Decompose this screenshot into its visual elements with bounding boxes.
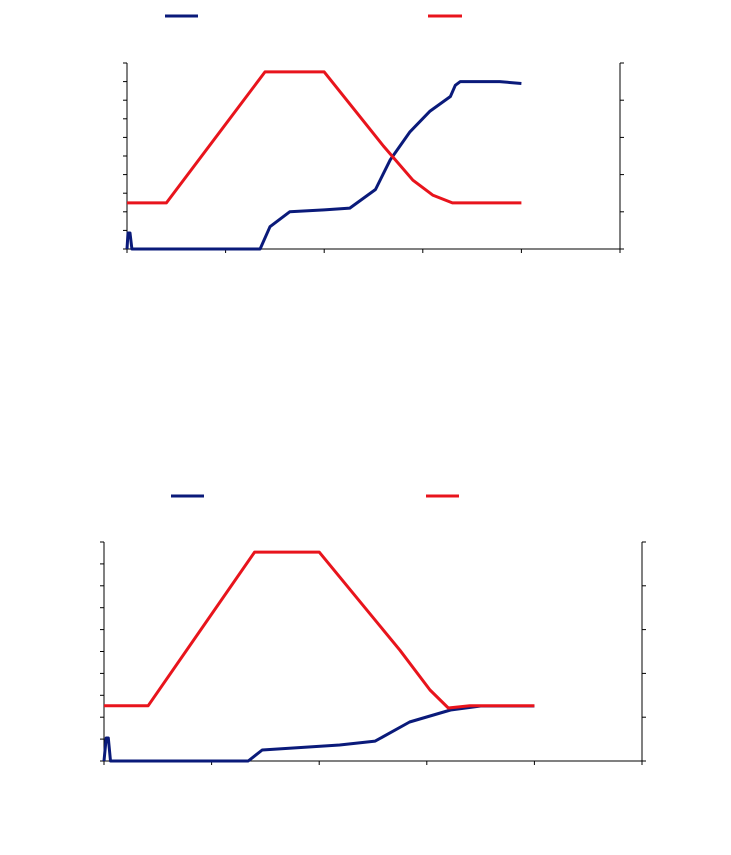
- series-line: [102, 704, 535, 763]
- series-line: [125, 80, 522, 251]
- series-line: [104, 550, 535, 710]
- series-line: [127, 70, 522, 205]
